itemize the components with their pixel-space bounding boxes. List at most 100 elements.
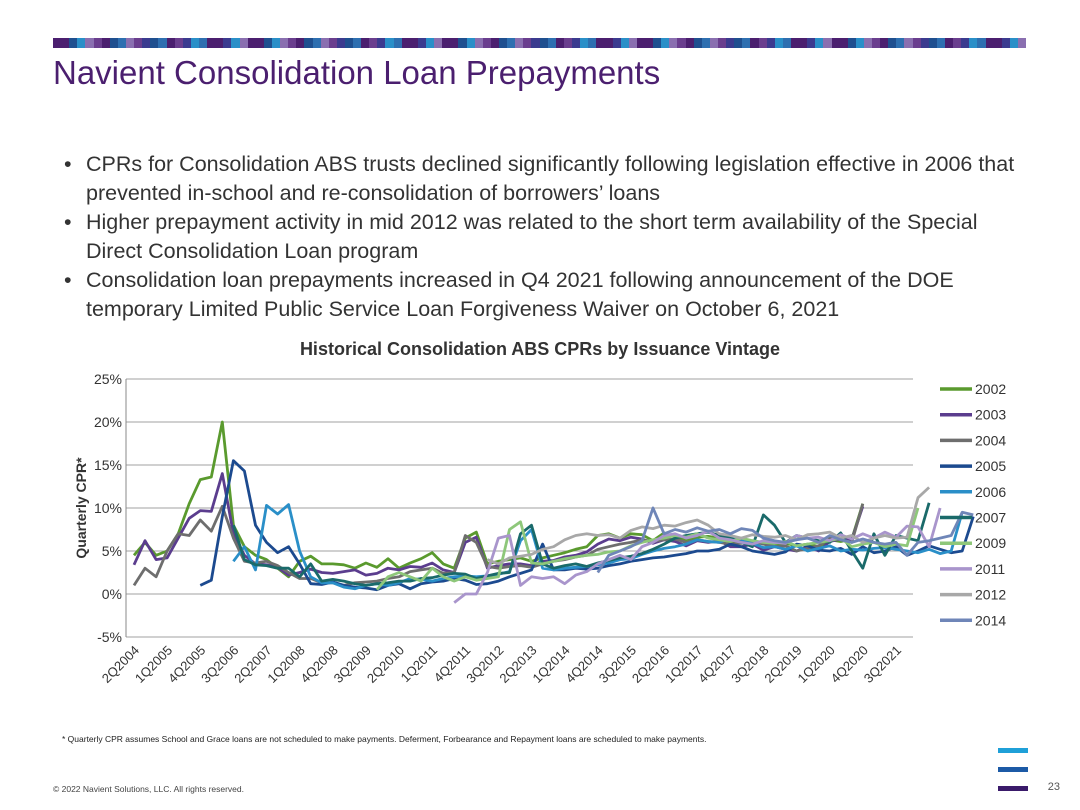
legend-label-2003: 2003 (975, 407, 1006, 423)
top-bar-segment (361, 38, 370, 48)
top-bar-segment (490, 38, 500, 48)
top-bar-segment (69, 38, 78, 48)
y-tick-label: 10% (94, 500, 122, 516)
top-bar-segment (85, 38, 94, 48)
top-bar-segment (426, 38, 435, 48)
logo-stripe (998, 767, 1028, 772)
top-bar-segment (644, 38, 654, 48)
top-bar-segment (709, 38, 718, 48)
y-tick-label: 5% (102, 543, 122, 559)
cpr-line-chart: -5%0%5%10%15%20%25%Quarterly CPR*2Q20041… (73, 371, 1006, 686)
top-bar-segment (823, 38, 832, 48)
legend-label-2011: 2011 (975, 561, 1005, 577)
top-bar-segment (409, 38, 418, 48)
top-bar-segment (839, 38, 848, 48)
top-bar-segment (604, 38, 613, 48)
top-bar-segment (239, 38, 248, 48)
top-decorative-bar (53, 38, 1027, 48)
bullet-item: Higher prepayment activity in mid 2012 w… (62, 208, 1022, 266)
y-tick-label: 25% (94, 371, 122, 387)
top-bar-segment (385, 38, 394, 48)
top-bar-segment (531, 38, 540, 48)
top-bar-segment (109, 38, 118, 48)
x-tick-label: 2Q2010 (364, 643, 407, 686)
top-bar-segment (523, 38, 532, 48)
top-bar-segment (158, 38, 167, 48)
page-title: Navient Consolidation Loan Prepayments (53, 54, 661, 91)
top-bar-segment (799, 38, 808, 48)
top-bar-segment (969, 38, 978, 48)
top-bar-segment (1009, 38, 1019, 48)
x-tick-label: 3Q2021 (861, 643, 904, 686)
legend-label-2014: 2014 (975, 612, 1006, 628)
top-bar-segment (288, 38, 297, 48)
legend-label-2012: 2012 (975, 587, 1006, 603)
top-bar-segment (669, 38, 678, 48)
top-bar-segment (417, 38, 427, 48)
copyright: © 2022 Navient Solutions, LLC. All right… (53, 784, 245, 794)
top-bar-segment (458, 38, 467, 48)
top-bar-segment (434, 38, 443, 48)
top-bar-segment (231, 38, 240, 48)
top-bar-segment (596, 38, 605, 48)
top-bar-segment (328, 38, 337, 48)
top-bar-segment (985, 38, 994, 48)
top-bar-segment (134, 38, 143, 48)
top-bar-segment (677, 38, 686, 48)
top-bar-segment (142, 38, 151, 48)
top-bar-segment (312, 38, 321, 48)
top-bar-segment (547, 38, 556, 48)
top-bar-segment (369, 38, 378, 48)
top-bar-segment (815, 38, 824, 48)
top-bar-segment (734, 38, 743, 48)
top-bar-segment (685, 38, 694, 48)
top-bar-segment (580, 38, 589, 48)
top-bar-segment (353, 38, 362, 48)
top-bar-segment (174, 38, 183, 48)
top-bar-segment (190, 38, 199, 48)
top-bar-segment (344, 38, 354, 48)
top-bar-segment (636, 38, 645, 48)
top-bar-segment (693, 38, 702, 48)
top-bar-segment (628, 38, 637, 48)
top-bar-segment (961, 38, 970, 48)
top-bar-segment (280, 38, 289, 48)
top-bar-segment (466, 38, 475, 48)
legend-label-2002: 2002 (975, 381, 1006, 397)
top-bar-segment (271, 38, 281, 48)
top-bar-segment (807, 38, 816, 48)
top-bar-segment (198, 38, 208, 48)
top-bar-segment (507, 38, 516, 48)
navient-logo-icon (998, 748, 1028, 793)
top-bar-segment (726, 38, 735, 48)
top-bar-segment (182, 38, 191, 48)
top-bar-segment (653, 38, 662, 48)
top-bar-segment (377, 38, 386, 48)
top-bar-segment (563, 38, 572, 48)
top-bar-segment (247, 38, 256, 48)
top-bar-segment (93, 38, 102, 48)
top-bar-segment (101, 38, 110, 48)
top-bar-segment (150, 38, 159, 48)
top-bar-segment (612, 38, 621, 48)
legend-label-2009: 2009 (975, 535, 1006, 551)
top-bar-segment (904, 38, 913, 48)
top-bar-segment (482, 38, 491, 48)
top-bar-segment (717, 38, 727, 48)
top-bar-segment (912, 38, 921, 48)
top-bar-segment (125, 38, 135, 48)
top-bar-segment (620, 38, 629, 48)
top-bar-segment (863, 38, 873, 48)
top-bar-segment (555, 38, 564, 48)
top-bar-segment (450, 38, 459, 48)
top-bar-segment (393, 38, 402, 48)
top-bar-segment (790, 38, 800, 48)
chart-title: Historical Consolidation ABS CPRs by Iss… (299, 339, 781, 359)
top-bar-segment (855, 38, 864, 48)
top-bar-segment (847, 38, 856, 48)
top-bar-segment (263, 38, 272, 48)
top-bar-segment (336, 38, 345, 48)
top-bar-segment (304, 38, 313, 48)
top-bar-segment (888, 38, 897, 48)
top-bar-segment (117, 38, 126, 48)
